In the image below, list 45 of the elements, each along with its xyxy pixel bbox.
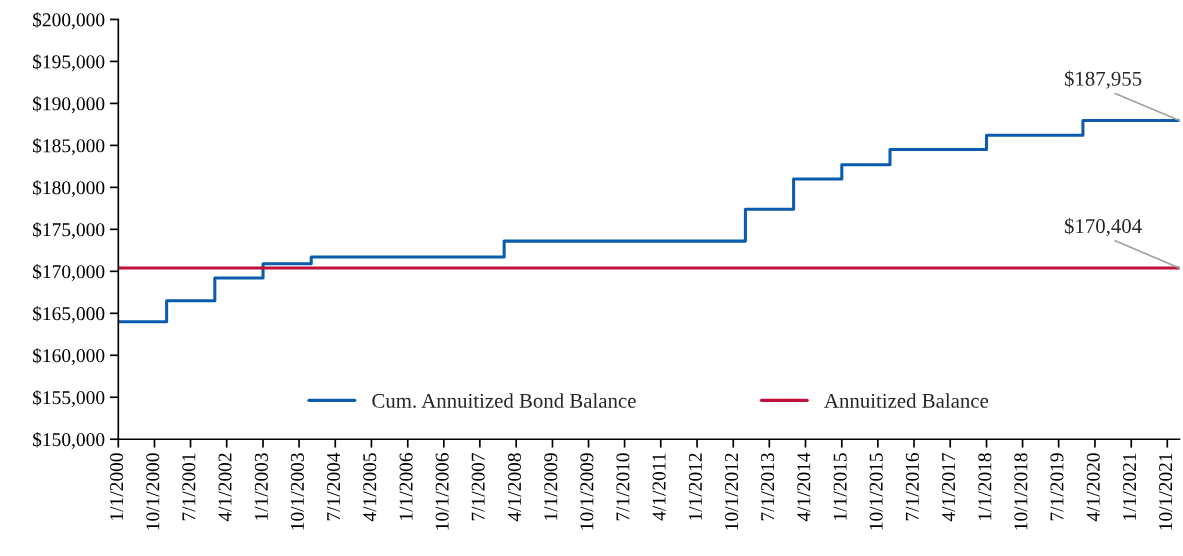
x-tick-label: 10/1/2021 [1159, 453, 1173, 530]
x-tick-label: 4/1/2011 [652, 453, 666, 521]
x-tick-label: 7/1/2016 [905, 453, 919, 521]
x-tick-label: 7/1/2013 [761, 453, 775, 521]
x-tick-label: 7/1/2007 [471, 452, 485, 521]
x-tick-label: 10/1/2018 [1014, 453, 1028, 530]
x-tick-label: 10/1/2012 [725, 453, 739, 530]
x-tick-label: 1/1/2021 [1123, 453, 1137, 520]
x-tick-label: 7/1/2004 [327, 452, 341, 521]
x-tick-label: 4/1/2005 [363, 453, 377, 522]
x-tick-label: 4/1/2020 [1086, 453, 1100, 522]
x-tick-label: 4/1/2017 [941, 452, 956, 522]
x-tick-label: 10/1/2003 [290, 453, 304, 530]
annotation: $170,404 [1064, 217, 1142, 237]
x-tick-label: 10/1/2000 [146, 453, 160, 530]
x-tick-label: 1/1/2006 [399, 453, 413, 520]
y-tick-label: $185,000 [33, 138, 105, 156]
y-tick-label: $155,000 [33, 389, 105, 407]
x-tick-label: 10/1/2009 [580, 453, 594, 530]
y-tick-label: $175,000 [33, 222, 105, 240]
legend-label: Annuitized Balance [824, 393, 989, 408]
y-tick-label: $195,000 [33, 54, 105, 72]
x-tick-label: 10/1/2015 [869, 453, 883, 530]
x-tick-label: 1/1/2012 [688, 453, 702, 520]
x-tick-label: 7/1/2010 [616, 453, 630, 521]
x-tick-label: 1/1/2000 [110, 453, 124, 520]
x-tick-label: 10/1/2006 [435, 453, 449, 530]
y-tick-label: $160,000 [33, 347, 105, 366]
x-tick-label: 1/1/2015 [833, 453, 847, 520]
y-tick-label: $180,000 [33, 180, 105, 198]
x-tick-label: 4/1/2002 [218, 453, 232, 522]
x-tick-label: 7/1/2001 [182, 453, 196, 521]
x-tick-label: 4/1/2008 [507, 453, 522, 522]
x-tick-label: 7/1/2019 [1050, 453, 1064, 521]
y-tick-label: $190,000 [33, 96, 105, 114]
y-tick-label: $165,000 [33, 305, 105, 324]
x-tick-label: 1/1/2003 [254, 453, 268, 520]
x-tick-label: 1/1/2009 [544, 453, 558, 520]
x-tick-label: 4/1/2014 [797, 452, 811, 522]
y-tick-label: $150,000 [33, 431, 105, 449]
annotation: $187,955 [1064, 70, 1142, 89]
x-tick-label: 1/1/2018 [978, 453, 992, 520]
legend-label: Cum. Annuitized Bond Balance [372, 393, 636, 408]
y-tick-label: $170,000 [33, 264, 105, 282]
y-tick-label: $200,000 [33, 12, 105, 30]
